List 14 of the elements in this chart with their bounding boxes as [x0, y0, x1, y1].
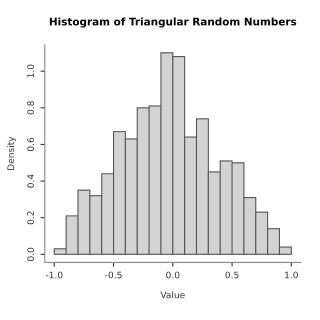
y-axis-title: Density: [7, 136, 16, 170]
y-tick-label: 1.0: [27, 64, 34, 78]
y-tick-label: 0.2: [27, 211, 34, 224]
x-tick-label: 0.0: [166, 272, 180, 278]
x-tick-label: 1.0: [285, 272, 298, 278]
x-tick-label: -0.5: [105, 272, 122, 278]
x-axis-title: Value: [160, 291, 185, 298]
y-tick-label: 0.4: [27, 174, 34, 188]
y-tick-label: 0.6: [27, 138, 34, 152]
chart-title: Histogram of Triangular Random Numbers: [50, 17, 296, 28]
y-tick-label: 0.0: [27, 248, 34, 261]
x-tick-label: -1.0: [46, 272, 62, 278]
x-tick-label: 0.5: [225, 272, 238, 278]
y-tick-label: 0.8: [27, 101, 34, 114]
